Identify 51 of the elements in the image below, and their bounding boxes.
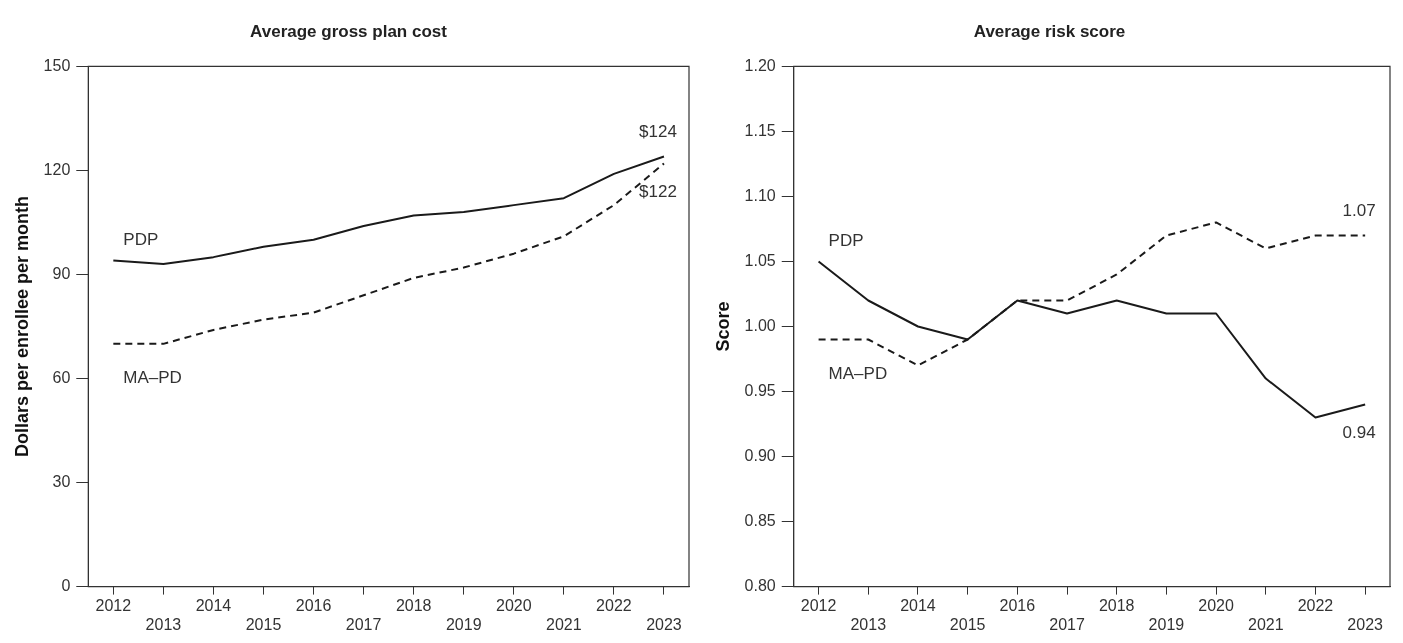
x-tick-label: 2020 [496,596,532,614]
y-tick-label: 90 [52,264,71,282]
x-tick-label: 2015 [245,615,282,633]
data-label: $124 [639,121,677,141]
series-label: PDP [123,229,159,249]
x-tick-label: 2015 [949,615,986,633]
y-tick-label: 0.85 [744,511,776,529]
series-label: PDP [828,230,864,250]
data-label: 0.94 [1342,422,1376,442]
y-tick-label: 0.80 [744,577,776,595]
series-label: MA–PD [828,363,888,383]
y-tick-label: 60 [52,368,71,386]
x-tick-label: 2023 [1347,615,1384,633]
x-tick-label: 2019 [1148,615,1185,633]
y-tick-label: 1.10 [744,186,776,204]
x-tick-label: 2012 [95,596,132,614]
x-tick-label: 2018 [395,596,432,614]
y-axis-title: Dollars per enrollee per month [11,195,32,458]
x-tick-label: 2023 [646,615,682,633]
y-tick-label: 0.90 [744,446,776,464]
x-tick-label: 2018 [1098,596,1135,614]
x-tick-label: 2016 [999,596,1036,614]
data-label: $122 [639,181,677,201]
chart-title: Average gross plan cost [250,21,448,41]
y-tick-label: 0.95 [744,381,776,399]
y-tick-label: 0 [61,577,71,595]
x-tick-label: 2012 [800,596,837,614]
y-tick-label: 1.15 [744,121,776,139]
x-tick-label: 2019 [445,615,482,633]
x-tick-label: 2013 [145,615,182,633]
y-tick-label: 1.20 [744,56,776,74]
x-tick-label: 2013 [850,615,887,633]
y-tick-label: 150 [43,56,71,74]
x-tick-label: 2014 [900,596,936,614]
y-axis-title: Score [712,301,733,352]
y-tick-label: 1.00 [744,316,776,334]
x-tick-label: 2020 [1198,596,1234,614]
x-tick-label: 2014 [195,596,232,614]
y-tick-label: 1.05 [744,251,776,269]
chart-title: Average risk score [973,21,1126,41]
series-label: MA–PD [123,368,182,388]
x-tick-label: 2022 [1297,596,1334,614]
x-tick-label: 2022 [596,596,632,614]
y-tick-label: 30 [52,472,71,490]
x-tick-label: 2017 [345,615,382,633]
x-tick-label: 2021 [1247,615,1284,633]
x-tick-label: 2021 [546,615,582,633]
x-tick-label: 2017 [1049,615,1085,633]
data-label: 1.07 [1342,200,1376,220]
x-tick-label: 2016 [295,596,332,614]
y-tick-label: 120 [43,160,71,178]
